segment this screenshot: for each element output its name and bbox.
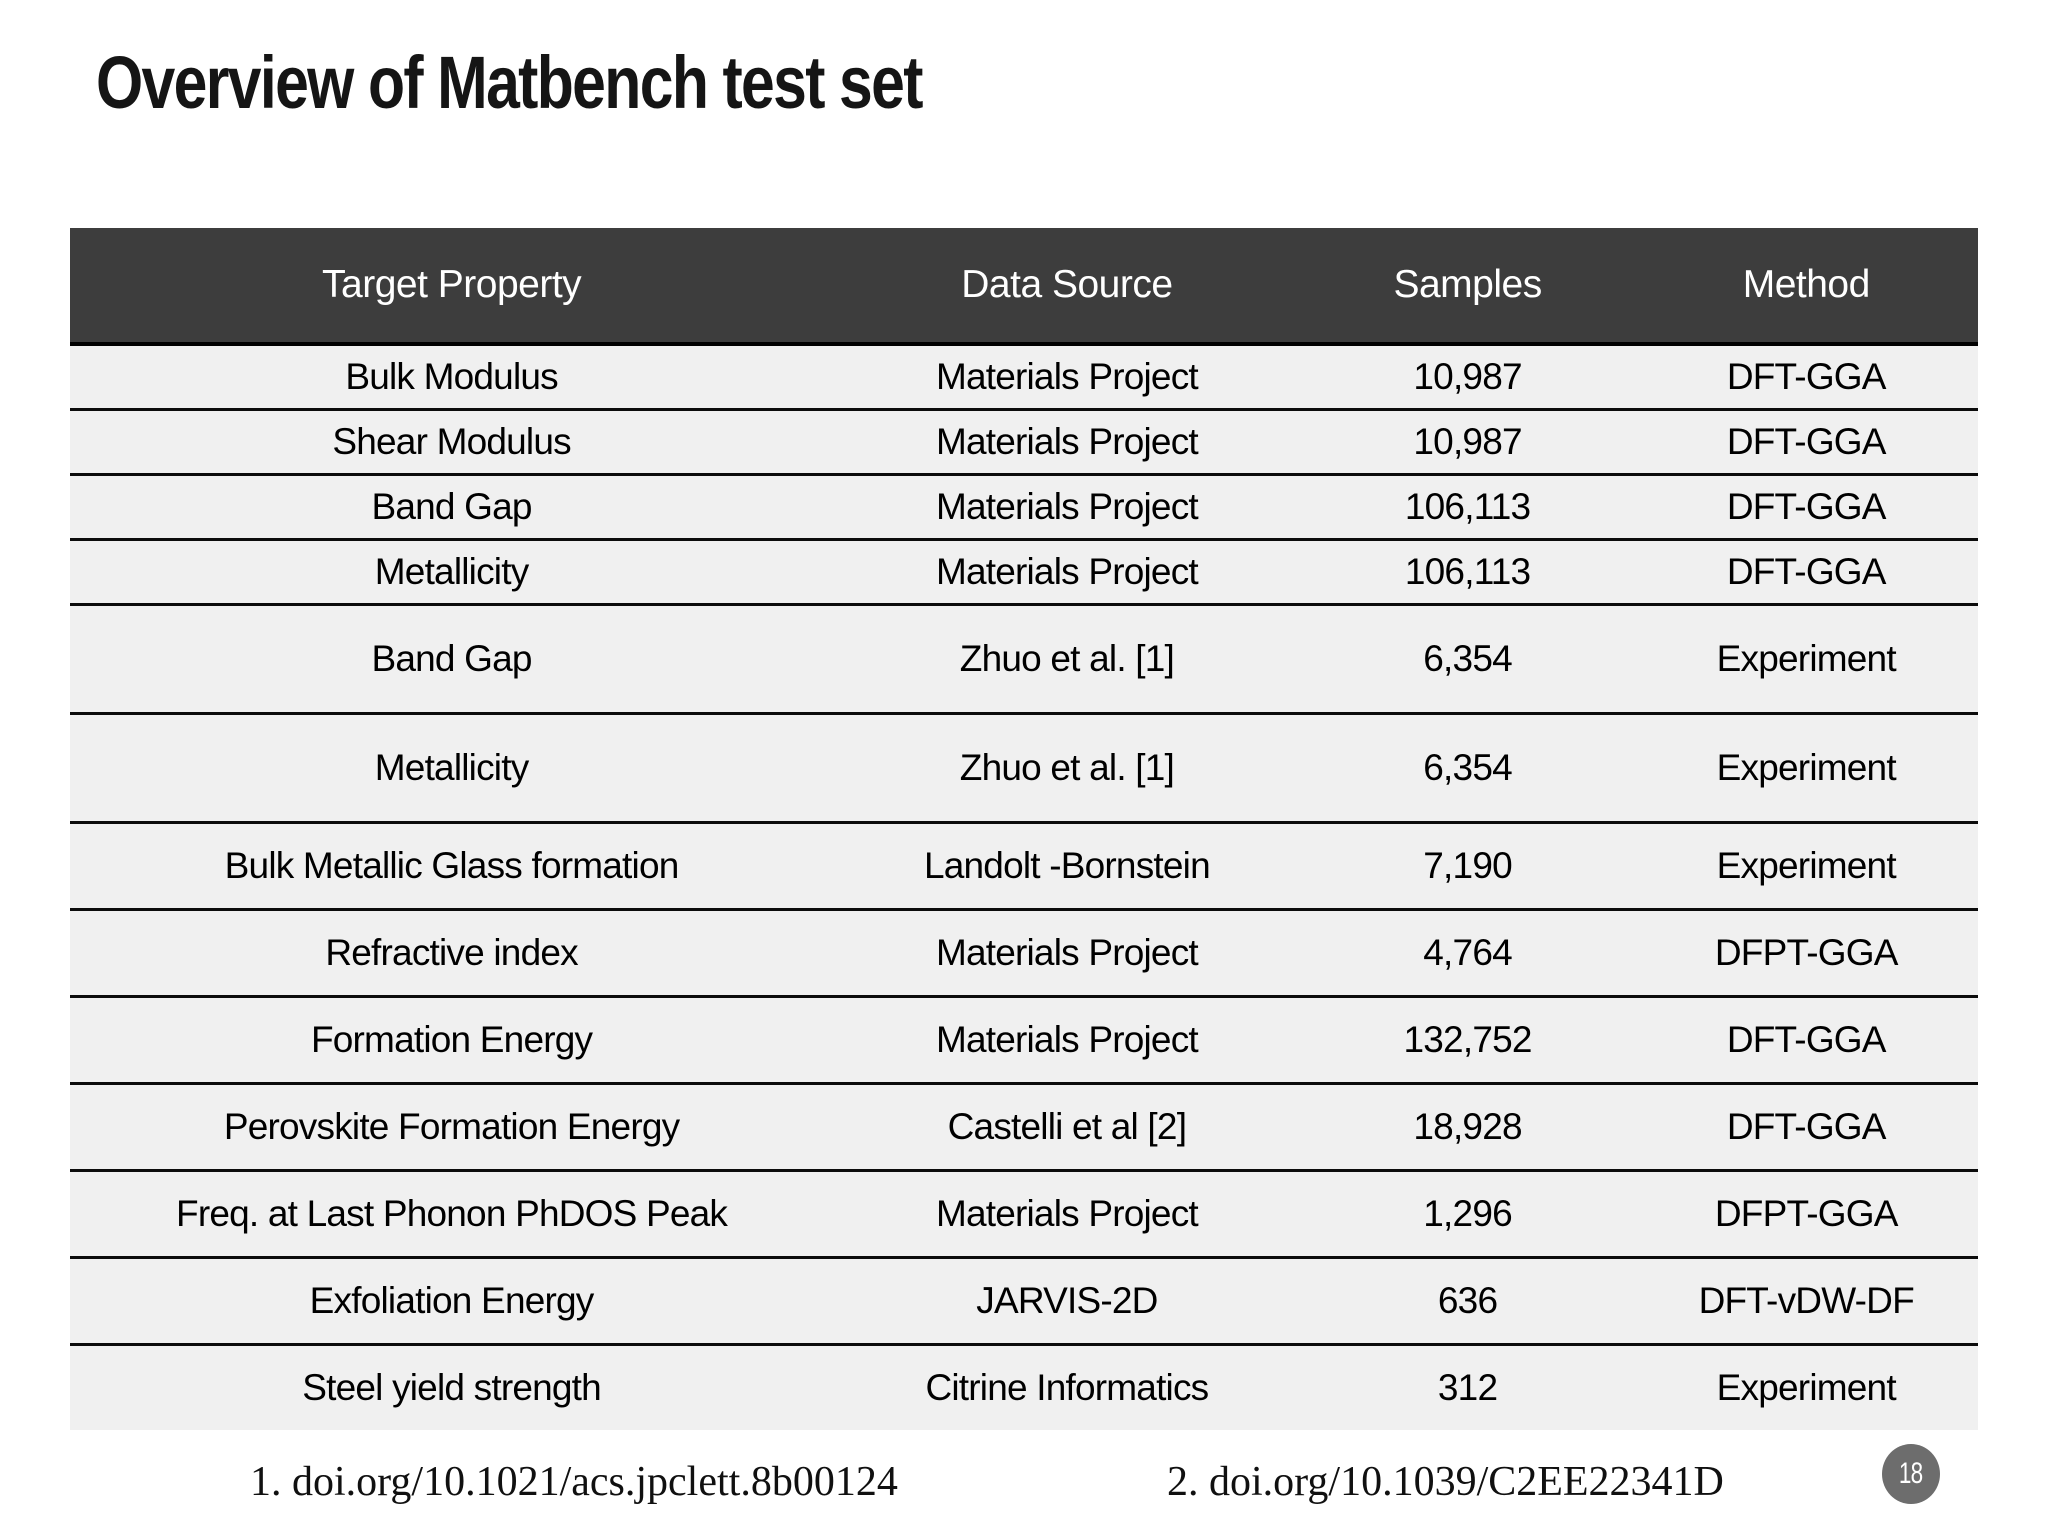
cell-samples: 10,987	[1413, 421, 1522, 462]
page-title: Overview of Matbench test set	[96, 41, 923, 124]
cell-source: Zhuo et al. [1]	[959, 638, 1175, 679]
cell-property: Metallicity	[374, 747, 529, 788]
cell-samples: 6,354	[1423, 638, 1512, 679]
cell-samples: 1,296	[1423, 1193, 1512, 1234]
cell-samples: 106,113	[1404, 551, 1531, 592]
cell-property: Band Gap	[371, 486, 532, 527]
table-row: Band Gap Materials Project 106,113 DFT-GGA	[70, 473, 1978, 538]
cell-samples: 7,190	[1423, 845, 1512, 886]
table-row: Metallicity Materials Project 106,113 DFT-G…	[70, 538, 1978, 603]
cell-method: Experiment	[1716, 747, 1897, 788]
cell-method: DFPT-GGA	[1714, 932, 1899, 973]
cell-method: DFT-GGA	[1726, 421, 1887, 462]
table-body: Bulk Modulus Materials Project 10,987 DFT-G…	[70, 346, 1978, 1430]
cell-source: Materials Project	[935, 486, 1199, 527]
table-row: Exfoliation Energy JARVIS-2D 636 DFT-vDW-DF	[70, 1256, 1978, 1343]
cell-property: Shear Modulus	[332, 421, 571, 462]
cell-method: DFT-GGA	[1726, 551, 1887, 592]
cell-samples: 18,928	[1413, 1106, 1522, 1147]
cell-source: Materials Project	[935, 356, 1199, 397]
table-row: Metallicity Zhuo et al. [1] 6,354 Experimen…	[70, 712, 1978, 821]
cell-samples: 636	[1437, 1280, 1498, 1321]
cell-source: Materials Project	[935, 551, 1199, 592]
cell-samples: 10,987	[1413, 356, 1522, 397]
cell-method: DFT-GGA	[1726, 486, 1887, 527]
cell-method: DFT-vDW-DF	[1698, 1280, 1915, 1321]
cell-property: Metallicity	[374, 551, 529, 592]
cell-source: Landolt -Bornstein	[923, 845, 1211, 886]
table-row: Freq. at Last Phonon PhDOS Peak Materials…	[70, 1169, 1978, 1256]
cell-property: Formation Energy	[310, 1019, 593, 1060]
cell-method: DFT-GGA	[1726, 1019, 1887, 1060]
cell-samples: 4,764	[1423, 932, 1512, 973]
cell-method: DFT-GGA	[1726, 356, 1887, 397]
cell-property: Perovskite Formation Energy	[223, 1106, 680, 1147]
reference-1: 1. doi.org/10.1021/acs.jpclett.8b00124	[250, 1459, 898, 1505]
cell-property: Bulk Metallic Glass formation	[224, 845, 680, 886]
cell-source: Materials Project	[935, 1019, 1199, 1060]
cell-source: Zhuo et al. [1]	[959, 747, 1175, 788]
column-header: Target Property	[322, 263, 582, 306]
page-number: 18	[1899, 1457, 1923, 1490]
cell-property: Band Gap	[371, 638, 532, 679]
column-header: Data Source	[961, 263, 1173, 306]
cell-property: Exfoliation Energy	[309, 1280, 595, 1321]
cell-method: DFPT-GGA	[1714, 1193, 1899, 1234]
column-header: Samples	[1393, 263, 1542, 306]
table-row: Band Gap Zhuo et al. [1] 6,354 Experiment	[70, 603, 1978, 712]
cell-source: Materials Project	[935, 421, 1199, 462]
cell-samples: 6,354	[1423, 747, 1512, 788]
cell-method: DFT-GGA	[1726, 1106, 1887, 1147]
cell-source: Materials Project	[935, 1193, 1199, 1234]
page-number-badge: 18	[1882, 1444, 1940, 1504]
cell-samples: 106,113	[1404, 486, 1531, 527]
table-row: Bulk Modulus Materials Project 10,987 DFT-G…	[70, 346, 1978, 408]
table-row: Steel yield strength Citrine Informatics 3…	[70, 1343, 1978, 1430]
table-row: Shear Modulus Materials Project 10,987 DFT-…	[70, 408, 1978, 473]
matbench-table: Target Property Data Source Samples Method …	[70, 228, 1978, 1430]
cell-method: Experiment	[1716, 845, 1897, 886]
table-row: Refractive index Materials Project 4,764 DF…	[70, 908, 1978, 995]
cell-source: Castelli et al [2]	[947, 1106, 1187, 1147]
cell-method: Experiment	[1716, 1367, 1897, 1408]
reference-2: 2. doi.org/10.1039/C2EE22341D	[1167, 1459, 1724, 1505]
cell-property: Freq. at Last Phonon PhDOS Peak	[176, 1193, 728, 1234]
cell-method: Experiment	[1716, 638, 1897, 679]
cell-source: Materials Project	[935, 932, 1199, 973]
table-row: Formation Energy Materials Project 132,752…	[70, 995, 1978, 1082]
table-header-row: Target Property Data Source Samples Method	[70, 228, 1978, 346]
table-row: Perovskite Formation Energy Castelli et a…	[70, 1082, 1978, 1169]
cell-samples: 312	[1437, 1367, 1498, 1408]
cell-source: JARVIS-2D	[976, 1280, 1158, 1321]
cell-property: Refractive index	[325, 932, 578, 973]
cell-property: Steel yield strength	[302, 1367, 601, 1408]
table-row: Bulk Metallic Glass formation Landolt -Bo…	[70, 821, 1978, 908]
cell-samples: 132,752	[1403, 1019, 1533, 1060]
column-header: Method	[1742, 263, 1871, 306]
cell-source: Citrine Informatics	[925, 1367, 1209, 1408]
cell-property: Bulk Modulus	[345, 356, 558, 397]
